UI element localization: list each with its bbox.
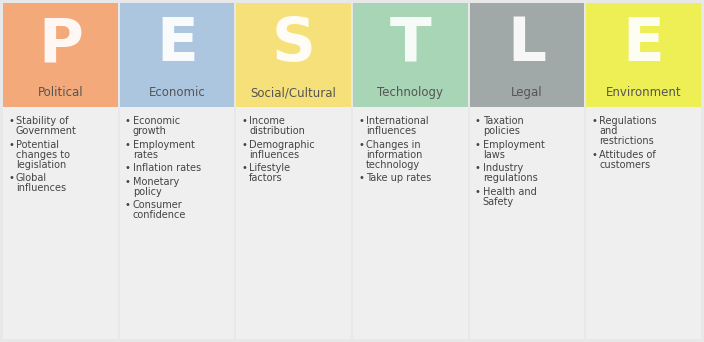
Text: •: • [125, 163, 130, 173]
FancyBboxPatch shape [120, 107, 234, 339]
Text: S: S [272, 15, 315, 74]
Text: •: • [125, 116, 130, 126]
Text: •: • [241, 163, 247, 173]
Text: •: • [241, 140, 247, 150]
FancyBboxPatch shape [353, 3, 467, 107]
Text: Taxation: Taxation [483, 116, 523, 126]
Text: •: • [8, 116, 14, 126]
Text: Potential: Potential [16, 140, 59, 150]
Text: influences: influences [16, 183, 66, 193]
Text: Employment: Employment [132, 140, 194, 150]
Text: Economic: Economic [149, 86, 206, 99]
Text: Political: Political [37, 86, 83, 99]
Text: P: P [38, 15, 83, 74]
Text: •: • [8, 173, 14, 183]
Text: factors: factors [249, 173, 283, 183]
Text: L: L [508, 15, 546, 74]
Text: •: • [125, 200, 130, 210]
Text: T: T [389, 15, 432, 74]
Text: •: • [474, 187, 481, 197]
Text: changes to: changes to [16, 150, 70, 160]
Text: distribution: distribution [249, 126, 306, 136]
Text: confidence: confidence [132, 210, 186, 220]
Text: International: International [366, 116, 429, 126]
Text: customers: customers [599, 160, 650, 170]
FancyBboxPatch shape [237, 107, 351, 339]
Text: Lifestyle: Lifestyle [249, 163, 291, 173]
Text: Income: Income [249, 116, 285, 126]
Text: •: • [474, 116, 481, 126]
FancyBboxPatch shape [586, 107, 701, 339]
FancyBboxPatch shape [586, 3, 701, 107]
Text: Technology: Technology [377, 86, 444, 99]
Text: policy: policy [132, 187, 161, 197]
Text: Changes in: Changes in [366, 140, 420, 150]
FancyBboxPatch shape [470, 107, 584, 339]
Text: Monetary: Monetary [132, 177, 179, 187]
FancyBboxPatch shape [120, 3, 234, 107]
Text: influences: influences [366, 126, 416, 136]
Text: E: E [623, 15, 665, 74]
FancyBboxPatch shape [3, 107, 118, 339]
FancyBboxPatch shape [470, 3, 584, 107]
Text: Demographic: Demographic [249, 140, 315, 150]
Text: regulations: regulations [483, 173, 537, 183]
Text: E: E [156, 15, 198, 74]
Text: •: • [358, 116, 364, 126]
Text: •: • [8, 140, 14, 150]
Text: •: • [474, 163, 481, 173]
Text: growth: growth [132, 126, 167, 136]
Text: •: • [358, 173, 364, 183]
Text: Health and: Health and [483, 187, 536, 197]
Text: technology: technology [366, 160, 420, 170]
Text: •: • [358, 140, 364, 150]
Text: Employment: Employment [483, 140, 544, 150]
Text: restrictions: restrictions [599, 136, 654, 146]
Text: •: • [125, 177, 130, 187]
Text: laws: laws [483, 150, 505, 160]
Text: Environment: Environment [606, 86, 681, 99]
Text: Legal: Legal [511, 86, 543, 99]
Text: Regulations: Regulations [599, 116, 657, 126]
Text: legislation: legislation [16, 160, 66, 170]
Text: •: • [591, 150, 597, 160]
FancyBboxPatch shape [3, 3, 118, 107]
Text: •: • [591, 116, 597, 126]
Text: •: • [125, 140, 130, 150]
Text: Economic: Economic [132, 116, 180, 126]
Text: influences: influences [249, 150, 299, 160]
Text: Stability of: Stability of [16, 116, 68, 126]
Text: Global: Global [16, 173, 47, 183]
Text: Inflation rates: Inflation rates [132, 163, 201, 173]
Text: Safety: Safety [483, 197, 514, 207]
Text: and: and [599, 126, 617, 136]
Text: policies: policies [483, 126, 520, 136]
Text: Industry: Industry [483, 163, 523, 173]
Text: information: information [366, 150, 422, 160]
Text: Social/Cultural: Social/Cultural [251, 86, 337, 99]
Text: Attitudes of: Attitudes of [599, 150, 656, 160]
FancyBboxPatch shape [237, 3, 351, 107]
Text: Government: Government [16, 126, 77, 136]
Text: Consumer: Consumer [132, 200, 182, 210]
Text: •: • [241, 116, 247, 126]
Text: rates: rates [132, 150, 158, 160]
FancyBboxPatch shape [353, 107, 467, 339]
Text: Take up rates: Take up rates [366, 173, 432, 183]
Text: •: • [474, 140, 481, 150]
